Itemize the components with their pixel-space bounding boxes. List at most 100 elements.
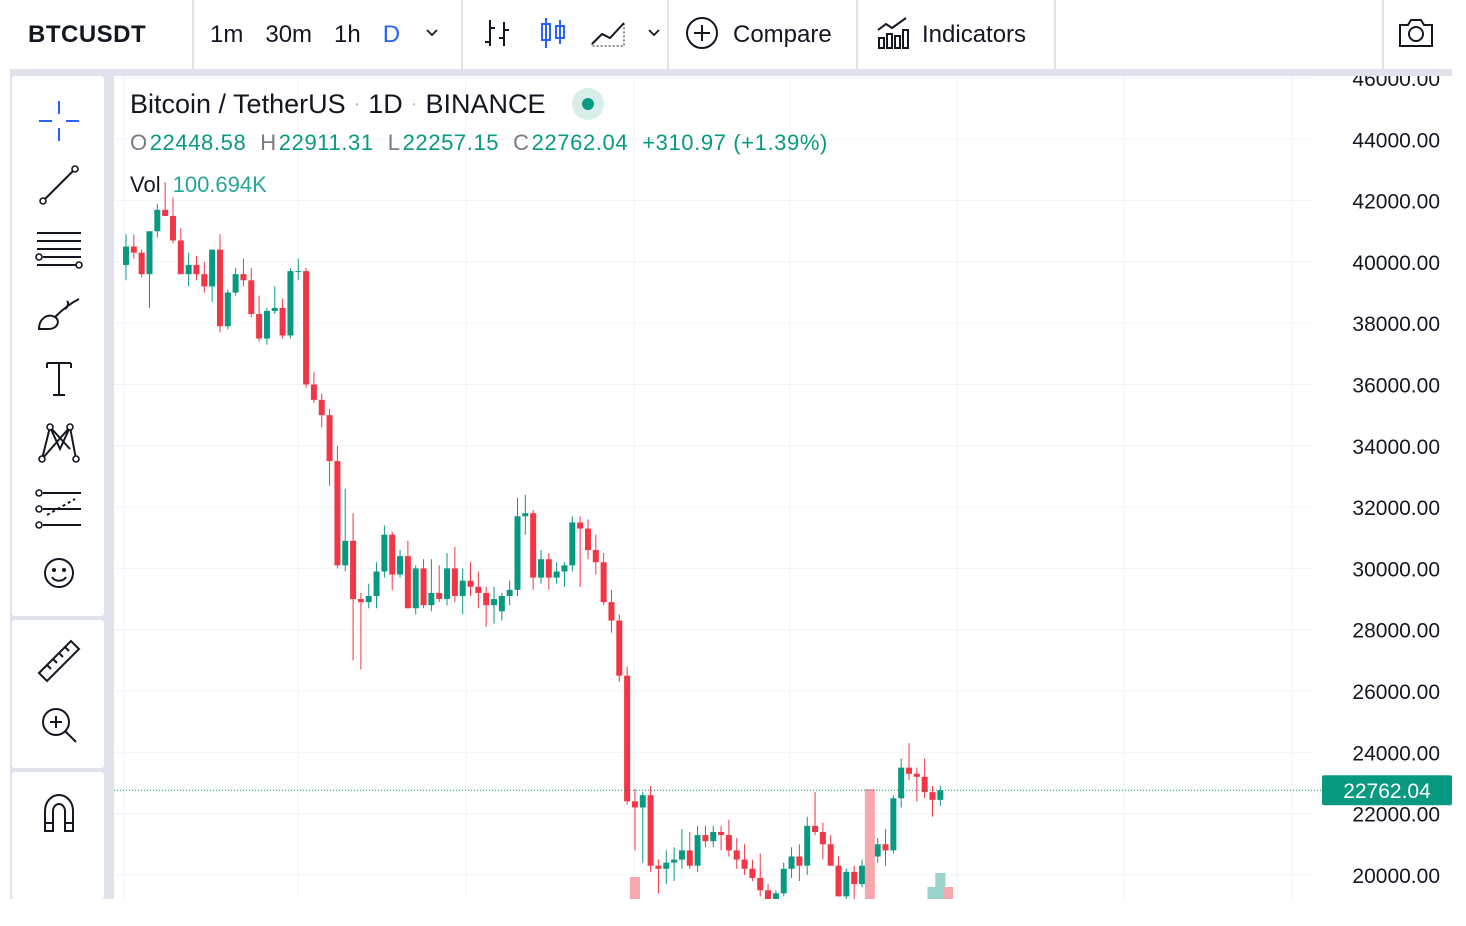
candle-body bbox=[240, 274, 247, 281]
candle-body bbox=[123, 246, 129, 265]
candle-body bbox=[130, 246, 137, 253]
candle-body bbox=[796, 856, 803, 866]
candle-body bbox=[318, 399, 325, 416]
interval-group: 1m 30m 1h D bbox=[210, 0, 440, 70]
price-axis-label: 24000.00 bbox=[1352, 742, 1440, 765]
divider bbox=[1382, 0, 1384, 70]
candle-body bbox=[498, 595, 505, 612]
text-icon[interactable] bbox=[34, 354, 84, 404]
candle-body bbox=[725, 835, 732, 851]
candle-body bbox=[694, 835, 701, 866]
interval-d[interactable]: D bbox=[382, 21, 401, 48]
candle-body bbox=[929, 792, 936, 800]
candle-body bbox=[381, 534, 388, 572]
chart-pane[interactable]: 46000.00 44000.00 42000.00 40000.00 38000.00… bbox=[114, 76, 1452, 899]
volume-bar bbox=[935, 873, 946, 899]
volume-bar bbox=[927, 887, 938, 899]
high-value: 22911.31 bbox=[278, 130, 374, 155]
area-chart-icon[interactable] bbox=[590, 18, 628, 53]
candle-body bbox=[553, 571, 560, 578]
trend-line-icon[interactable] bbox=[34, 160, 84, 210]
bar-chart-icon[interactable] bbox=[480, 16, 514, 55]
chevron-down-icon[interactable] bbox=[646, 26, 662, 44]
zoom-in-icon[interactable] bbox=[34, 700, 84, 750]
compare-label: Compare bbox=[733, 21, 832, 48]
candle-body bbox=[890, 798, 897, 851]
price-axis-label: 36000.00 bbox=[1352, 375, 1440, 398]
market-status-icon[interactable] bbox=[571, 88, 604, 120]
candle-body bbox=[365, 595, 372, 603]
candle-body bbox=[663, 862, 670, 869]
volume-bar bbox=[864, 789, 875, 899]
candle-body bbox=[248, 280, 255, 315]
candle-body bbox=[937, 790, 944, 800]
toolbar-section bbox=[12, 76, 104, 616]
interval-1m[interactable]: 1m bbox=[210, 21, 244, 48]
brush-icon[interactable] bbox=[34, 290, 84, 340]
divider bbox=[856, 0, 858, 70]
chart-style-group bbox=[480, 0, 662, 70]
candle-body bbox=[733, 850, 740, 860]
chevron-down-icon[interactable] bbox=[424, 26, 440, 44]
close-value: 22762.04 bbox=[531, 130, 629, 155]
price-axis-label: 26000.00 bbox=[1352, 681, 1440, 704]
candle-body bbox=[561, 565, 568, 572]
candle-body bbox=[592, 550, 599, 563]
interval-30m[interactable]: 30m bbox=[265, 21, 313, 48]
candle-body bbox=[428, 592, 435, 606]
candle-body bbox=[522, 513, 529, 517]
price-chart[interactable]: 46000.00 44000.00 42000.00 40000.00 38000.00… bbox=[114, 76, 1452, 899]
plus-circle-icon bbox=[685, 16, 719, 55]
indicators-icon bbox=[876, 16, 910, 55]
candle-body bbox=[436, 592, 443, 600]
price-axis-label: 30000.00 bbox=[1352, 558, 1440, 581]
candle-body bbox=[201, 274, 208, 287]
pattern-icon[interactable] bbox=[34, 418, 84, 468]
candle-body bbox=[287, 271, 294, 336]
candle-body bbox=[537, 559, 544, 578]
ohlc-row: O 22448.58 H 22911.31 L 22257.15 C 22762.04 … bbox=[130, 130, 842, 156]
candle-body bbox=[812, 825, 819, 832]
candle-body bbox=[678, 850, 685, 860]
indicators-button[interactable]: Indicators bbox=[876, 0, 1026, 70]
interval-1h[interactable]: 1h bbox=[334, 21, 361, 48]
candle-body bbox=[467, 580, 474, 587]
drawing-toolbar bbox=[10, 76, 104, 899]
crosshair-icon[interactable] bbox=[34, 96, 84, 146]
prediction-icon[interactable] bbox=[34, 484, 84, 534]
candle-body bbox=[804, 825, 811, 866]
candle-body bbox=[718, 831, 725, 836]
symbol-search[interactable]: BTCUSDT bbox=[28, 0, 146, 70]
candle-body bbox=[788, 856, 795, 869]
candle-body bbox=[921, 776, 928, 793]
divider bbox=[461, 0, 463, 70]
fib-retracement-icon[interactable] bbox=[34, 224, 84, 274]
candle-body bbox=[827, 844, 834, 866]
candle-body bbox=[686, 850, 693, 866]
candle-body bbox=[224, 292, 231, 327]
symbol-description: Bitcoin / TetherUS bbox=[130, 88, 346, 119]
candle-body bbox=[310, 384, 317, 400]
candle-body bbox=[295, 271, 302, 273]
candle-body bbox=[639, 795, 646, 808]
compare-button[interactable]: Compare bbox=[685, 0, 832, 70]
candle-body bbox=[451, 568, 458, 596]
toolbar-section bbox=[12, 772, 104, 899]
emoji-icon[interactable] bbox=[34, 548, 84, 598]
candle-body bbox=[412, 568, 419, 609]
toolbar-section bbox=[12, 620, 104, 768]
candle-body bbox=[874, 844, 881, 857]
candle-body bbox=[326, 415, 333, 462]
camera-button[interactable] bbox=[1396, 0, 1436, 70]
candle-body bbox=[350, 540, 357, 600]
candle-body bbox=[859, 865, 866, 885]
candle-body bbox=[373, 571, 380, 596]
separator-dot: · bbox=[353, 92, 361, 115]
price-axis-label: 46000.00 bbox=[1352, 76, 1440, 91]
magnet-icon[interactable] bbox=[34, 788, 84, 838]
high-key: H bbox=[260, 130, 277, 155]
change-value: +310.97 (+1.39%) bbox=[642, 130, 828, 155]
candle-body bbox=[459, 580, 466, 596]
candles-icon[interactable] bbox=[538, 16, 568, 55]
ruler-icon[interactable] bbox=[34, 636, 84, 686]
